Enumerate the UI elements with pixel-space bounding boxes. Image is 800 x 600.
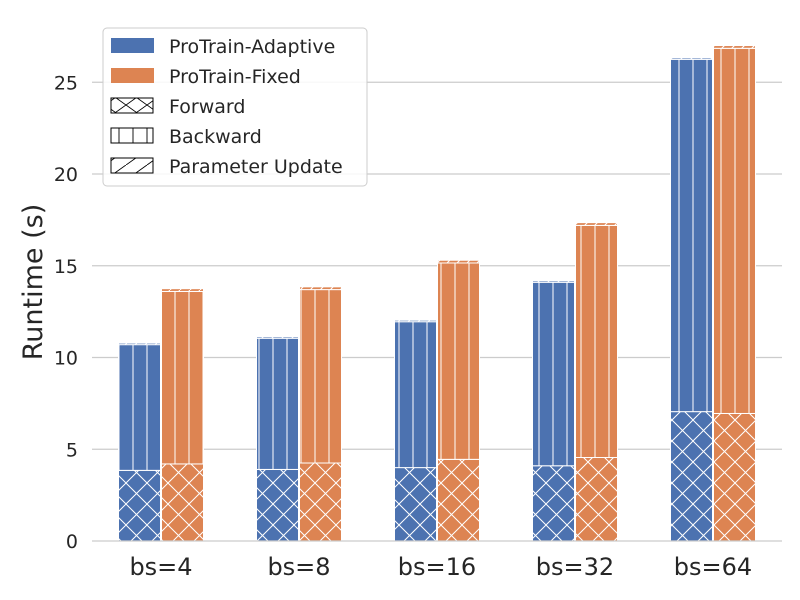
x-tick-label: bs=64 — [674, 553, 752, 581]
fixed-backward-bar-hatch — [161, 291, 204, 464]
fixed-backward-bar-hatch — [437, 262, 480, 460]
adaptive-backward-bar-hatch — [118, 344, 161, 471]
legend-item-protrain-fixed: ProTrain-Fixed — [111, 66, 301, 88]
fixed-forward-bar-hatch — [575, 457, 618, 541]
x-tick-label: bs=8 — [267, 553, 330, 581]
legend-label: ProTrain-Adaptive — [169, 36, 335, 58]
y-tick-label: 25 — [54, 72, 78, 94]
adaptive-backward-bar-hatch — [256, 338, 299, 470]
legend-item-forward: Forward — [110, 96, 245, 118]
fixed-forward-bar-hatch — [299, 463, 342, 541]
adaptive-update-bar-hatch — [532, 280, 575, 283]
fixed-update-bar-hatch — [161, 288, 204, 292]
y-axis-ticks: 0 5 10 15 20 25 — [54, 72, 78, 553]
legend-label: Parameter Update — [169, 156, 343, 178]
x-axis-ticks: bs=4 bs=8 bs=16 bs=32 bs=64 — [129, 553, 752, 581]
adaptive-update-bar-hatch — [670, 57, 713, 60]
fixed-forward-bar-hatch — [437, 459, 480, 541]
fixed-update-bar-hatch — [575, 222, 618, 226]
adaptive-backward-bar-hatch — [532, 282, 575, 466]
adaptive-forward-bar-hatch — [118, 470, 161, 541]
legend-item-backward: Backward — [110, 126, 262, 148]
adaptive-backward-bar-hatch — [394, 321, 437, 468]
fixed-backward-bar-hatch — [299, 289, 342, 464]
fixed-update-bar-hatch — [437, 260, 480, 263]
legend-item-protrain-adaptive: ProTrain-Adaptive — [111, 36, 335, 58]
adaptive-update-bar-hatch — [256, 336, 299, 339]
adaptive-backward-bar-hatch — [670, 59, 713, 412]
x-tick-label: bs=4 — [129, 553, 192, 581]
fixed-update-bar-hatch — [713, 45, 756, 49]
adaptive-forward-bar-hatch — [256, 469, 299, 541]
x-tick-label: bs=16 — [398, 553, 476, 581]
y-tick-label: 15 — [54, 256, 78, 278]
legend-label: Forward — [169, 96, 245, 118]
y-tick-label: 10 — [54, 348, 78, 370]
adaptive-update-bar-hatch — [394, 320, 437, 322]
x-tick-label: bs=32 — [536, 553, 614, 581]
adaptive-update-bar-hatch — [118, 343, 161, 345]
legend-hatch-pattern — [111, 128, 153, 143]
legend-hatch-pattern — [111, 98, 153, 113]
legend-label: ProTrain-Fixed — [169, 66, 301, 88]
adaptive-forward-bar-hatch — [394, 467, 437, 541]
fixed-backward-bar-hatch — [575, 225, 618, 458]
y-tick-label: 5 — [66, 439, 78, 461]
legend: ProTrain-Adaptive ProTrain-Fixed Forward Ba… — [102, 27, 368, 187]
fixed-update-bar-hatch — [299, 286, 342, 290]
y-axis-label: Runtime (s) — [18, 204, 49, 361]
legend-swatch — [111, 38, 154, 53]
legend-swatch — [111, 68, 154, 83]
legend-label: Backward — [169, 126, 262, 148]
y-tick-label: 0 — [66, 531, 78, 553]
bars — [118, 45, 756, 542]
y-tick-label: 20 — [54, 164, 78, 186]
legend-item-parameter-update: Parameter Update — [110, 156, 343, 178]
fixed-backward-bar-hatch — [713, 48, 756, 414]
adaptive-forward-bar-hatch — [532, 465, 575, 541]
fixed-forward-bar-hatch — [161, 463, 204, 541]
legend-box — [102, 27, 368, 187]
legend-hatch-pattern — [111, 158, 153, 173]
fixed-forward-bar-hatch — [713, 413, 756, 541]
adaptive-forward-bar-hatch — [670, 411, 713, 541]
